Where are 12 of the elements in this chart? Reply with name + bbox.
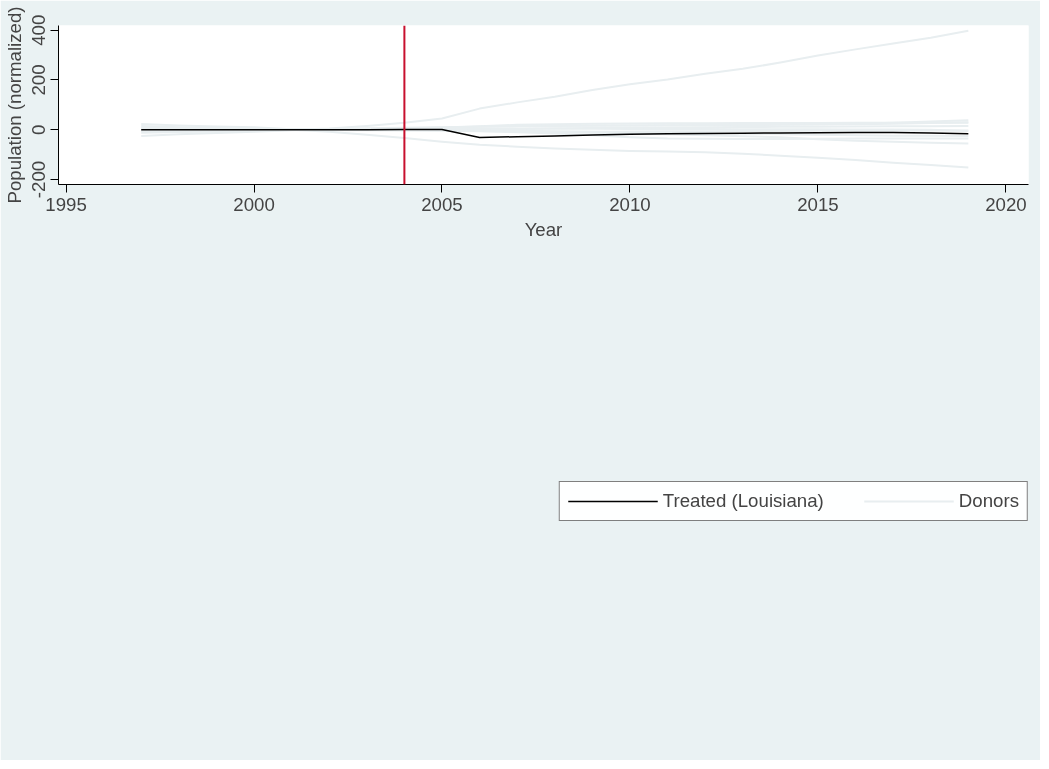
x-tick-label: 2005 <box>421 193 463 215</box>
x-axis-title: Year <box>524 218 563 240</box>
x-tick-label: 2015 <box>797 193 839 215</box>
x-tick-label: 2010 <box>609 193 651 215</box>
x-tick-label: 2020 <box>985 193 1027 215</box>
y-tick-label: 200 <box>28 64 50 96</box>
y-tick-label: 400 <box>28 14 50 46</box>
legend-label: Treated (Louisiana) <box>662 490 824 512</box>
y-axis-title: Population (normalized) <box>3 6 25 204</box>
x-tick-label: 2000 <box>233 193 275 215</box>
y-tick-label: 0 <box>28 124 50 135</box>
legend-label: Donors <box>958 490 1019 512</box>
